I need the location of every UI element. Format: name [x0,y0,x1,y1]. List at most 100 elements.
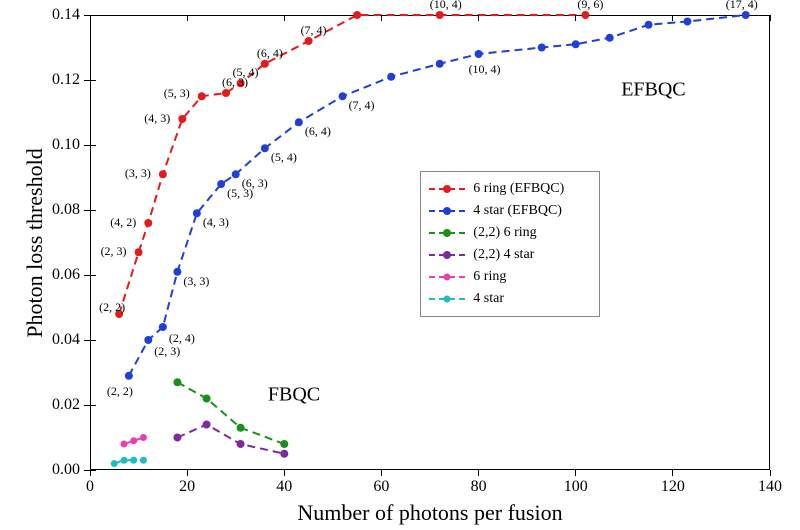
series-marker [140,434,147,441]
x-tick [381,470,382,476]
legend-label: 6 ring (EFBQC) [473,181,564,197]
legend-swatch [429,293,465,305]
series-marker [217,180,225,188]
y-tick-label: 0.06 [52,266,80,284]
x-tick [90,15,91,21]
x-tick [770,15,771,21]
point-label: (2, 3) [154,344,180,359]
series-marker [222,89,230,97]
series-line [177,425,284,454]
series-marker [121,457,128,464]
series-marker [121,441,128,448]
legend-row: (2,2) 4 star [429,244,591,266]
series-marker [436,11,444,19]
y-tick [90,470,96,471]
x-tick-label: 140 [758,478,782,496]
series-marker [178,115,186,123]
series-marker [572,40,580,48]
legend-swatch [429,271,465,283]
x-tick [284,15,285,21]
y-tick [90,145,96,146]
legend-row: 6 ring (EFBQC) [429,178,591,200]
point-label: (4, 3) [144,111,170,126]
x-tick-label: 60 [373,478,389,496]
y-tick-label: 0.12 [52,71,80,89]
y-tick [90,80,96,81]
series-marker [606,34,614,42]
point-label: (3, 3) [125,166,151,181]
series-marker [193,209,201,217]
legend-row: 4 star [429,288,591,310]
y-tick-label: 0.02 [52,396,80,414]
series-marker [203,421,211,429]
point-label: (2, 2) [99,300,125,315]
y-tick-label: 0.14 [52,6,80,24]
series-marker [683,18,691,26]
series-marker [125,372,133,380]
x-tick [478,15,479,21]
point-label: (2, 4) [169,331,195,346]
x-axis-label: Number of photons per fusion [297,500,562,526]
x-tick [284,470,285,476]
series-marker [295,118,303,126]
series-line [114,460,143,463]
point-label: (6, 3) [242,176,268,191]
y-tick [90,15,96,16]
y-axis-label: Photon loss threshold [22,15,48,470]
series-marker [144,219,152,227]
x-tick-label: 120 [661,478,685,496]
series-marker [475,50,483,58]
series-marker [140,457,147,464]
series-marker [144,336,152,344]
legend-label: 4 star [473,291,504,307]
series-marker [135,248,143,256]
series-marker [130,457,137,464]
series-marker [436,60,444,68]
point-label: (6, 4) [305,124,331,139]
series-marker [198,92,206,100]
x-tick [672,470,673,476]
legend-label: (2,2) 4 star [473,247,534,263]
point-label: (9, 6) [577,0,603,12]
y-tick-label: 0.00 [52,461,80,479]
series-marker [173,268,181,276]
series-marker [130,437,137,444]
series-marker [261,144,269,152]
legend-swatch [429,249,465,261]
series-marker [159,323,167,331]
x-tick [381,15,382,21]
legend-swatch [429,183,465,195]
series-marker [173,378,181,386]
series-marker [353,11,361,19]
point-label: (5, 3) [164,86,190,101]
series-marker [261,60,269,68]
region-label: FBQC [268,384,320,407]
x-tick-label: 80 [471,478,487,496]
chart-container: Number of photons per fusion Photon loss… [0,0,800,530]
point-label: (5, 4) [271,150,297,165]
x-tick [187,470,188,476]
point-label: (17, 4) [726,0,758,12]
point-label: (5, 4) [233,65,259,80]
x-tick-label: 100 [564,478,588,496]
x-tick [187,15,188,21]
y-tick [90,275,96,276]
point-label: (7, 4) [301,23,327,38]
legend-label: (2,2) 6 ring [473,225,536,241]
x-tick [672,15,673,21]
x-tick [90,470,91,476]
series-marker [159,170,167,178]
x-tick-label: 40 [276,478,292,496]
series-marker [232,170,240,178]
point-label: (6, 4) [257,46,283,61]
series-marker [581,11,589,19]
series-marker [538,44,546,52]
y-tick-label: 0.08 [52,201,80,219]
legend-swatch [429,227,465,239]
point-label: (4, 3) [203,215,229,230]
y-tick [90,405,96,406]
x-tick-label: 0 [86,478,94,496]
series-marker [645,21,653,29]
point-label: (3, 3) [183,274,209,289]
x-tick [575,15,576,21]
